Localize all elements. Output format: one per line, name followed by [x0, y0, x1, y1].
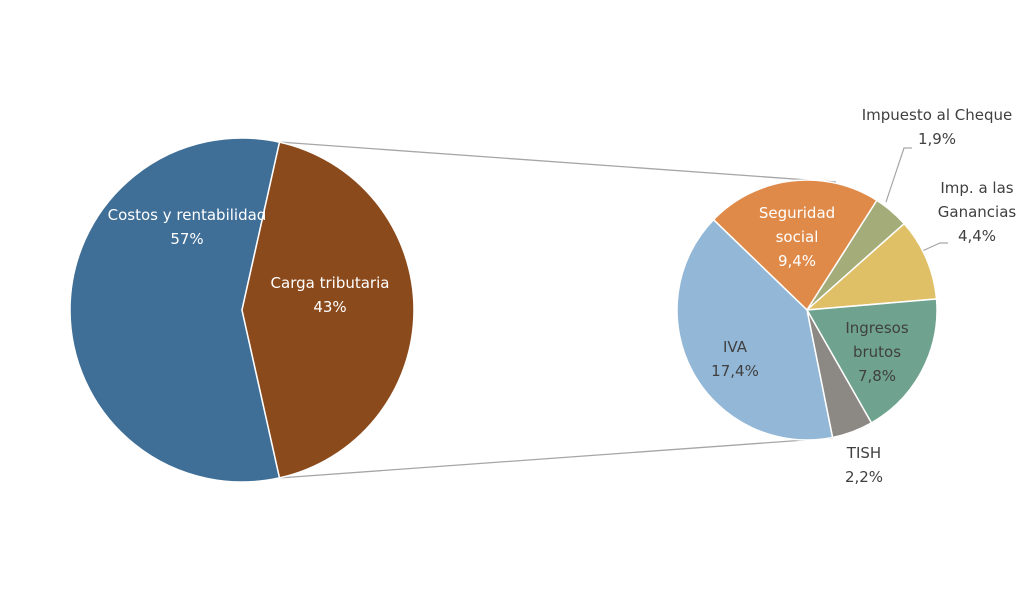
category-label: IVA	[723, 338, 747, 356]
slice-label: Ingresos brutos 7,8%	[832, 316, 922, 388]
value-label: 17,4%	[711, 362, 759, 380]
slice-label: Imp. a las Ganancias 4,4%	[927, 176, 1024, 248]
slice-label: Costos y rentabilidad 57%	[92, 203, 282, 251]
slice-label: Seguridad social 9,4%	[752, 201, 842, 273]
connector-line	[278, 141, 837, 183]
category-label: Imp. a las Ganancias	[937, 179, 1017, 221]
pie-slice	[805, 298, 938, 424]
value-label: 1,9%	[917, 130, 957, 148]
slice-label: Impuesto al Cheque 1,9%	[852, 103, 1022, 151]
leader-line	[919, 242, 948, 253]
slice-label: Carga tributaria 43%	[255, 271, 405, 319]
category-label: TISH	[846, 444, 882, 462]
value-label: 43%	[313, 298, 347, 316]
value-label: 4,4%	[957, 227, 997, 245]
connector-line	[278, 437, 834, 479]
category-label: Seguridad social	[758, 204, 836, 246]
category-label: Ingresos brutos	[845, 319, 909, 361]
value-label: 57%	[170, 230, 204, 248]
pie-slice	[804, 222, 938, 311]
pie-slice	[676, 218, 834, 441]
pie-slice	[69, 137, 281, 483]
value-label: 9,4%	[777, 252, 817, 270]
pie-slice	[712, 179, 878, 312]
slice-label: IVA 17,4%	[695, 335, 775, 383]
category-label: Impuesto al Cheque	[861, 106, 1013, 124]
value-label: 7,8%	[857, 367, 897, 385]
pie-slice	[241, 141, 415, 479]
category-label: Costos y rentabilidad	[107, 206, 267, 224]
leader-line	[885, 147, 912, 203]
category-label: Carga tributaria	[270, 274, 390, 292]
value-label: 2,2%	[844, 468, 884, 486]
slice-label: TISH 2,2%	[834, 441, 894, 489]
